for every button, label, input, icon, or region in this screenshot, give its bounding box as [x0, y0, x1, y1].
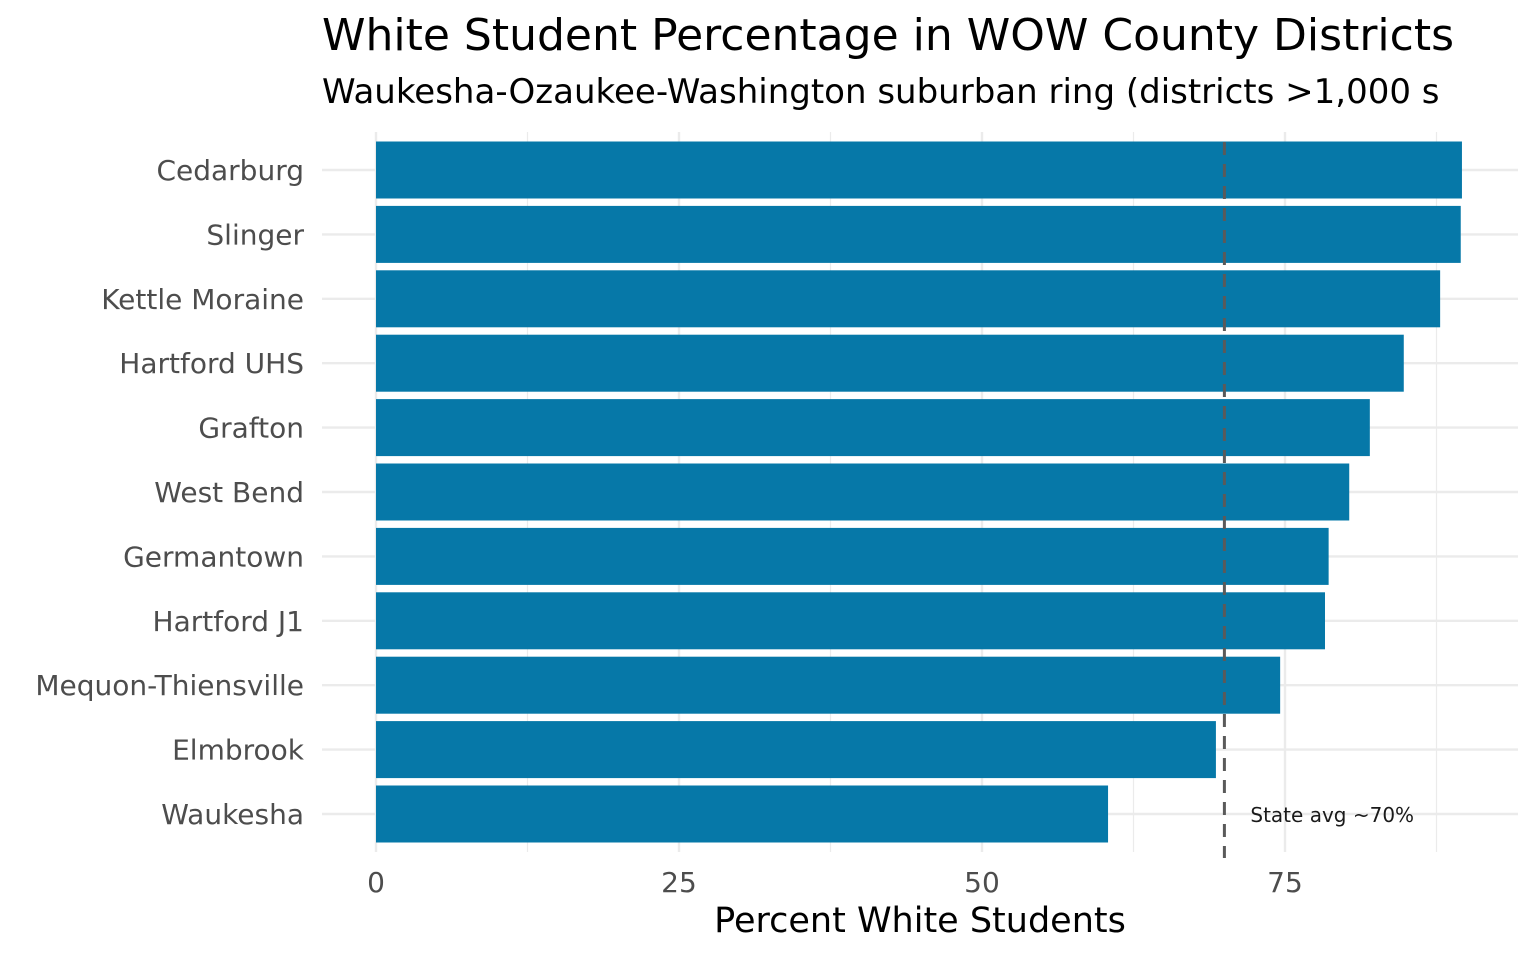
- bar-cedarburg: [376, 141, 1462, 199]
- bar-west-bend: [376, 463, 1350, 521]
- reference-line-label: State avg ~70%: [1250, 803, 1414, 827]
- y-tick-label: Waukesha: [161, 798, 304, 831]
- chart-subtitle: Waukesha-Ozaukee-Washington suburban rin…: [322, 72, 1440, 112]
- bar-waukesha: [376, 785, 1109, 843]
- y-tick-label: Germantown: [123, 540, 304, 573]
- y-tick-label: Mequon-Thiensville: [35, 669, 304, 702]
- y-tick-label: West Bend: [154, 476, 304, 509]
- y-tick-label: Slinger: [206, 218, 304, 251]
- y-tick-label: Grafton: [198, 412, 304, 445]
- x-tick-label: 25: [661, 866, 697, 899]
- bars: [376, 141, 1462, 843]
- x-tick-label: 50: [964, 866, 1000, 899]
- y-tick-label: Hartford UHS: [119, 347, 304, 380]
- y-tick-label: Elmbrook: [172, 734, 305, 767]
- chart-title: White Student Percentage in WOW County D…: [322, 10, 1455, 61]
- bar-kettle-moraine: [376, 270, 1441, 328]
- bar-germantown: [376, 527, 1329, 585]
- x-axis-labels: 0 25 50 75: [367, 866, 1303, 899]
- bar-mequon-thiensville: [376, 656, 1281, 714]
- x-tick-label: 75: [1267, 866, 1303, 899]
- y-tick-label: Hartford J1: [153, 605, 304, 638]
- reference-line-group: State avg ~70%: [1222, 142, 1414, 858]
- bar-elmbrook: [376, 721, 1216, 779]
- y-tick-label: Cedarburg: [156, 154, 304, 187]
- bar-hartford-j1: [376, 592, 1325, 650]
- y-tick-label: Kettle Moraine: [101, 283, 304, 316]
- y-axis-labels: Cedarburg Slinger Kettle Moraine Hartford U…: [35, 154, 304, 831]
- bar-hartford-uhs: [376, 334, 1404, 392]
- bar-slinger: [376, 205, 1461, 263]
- x-tick-label: 0: [367, 866, 385, 899]
- x-axis-title: Percent White Students: [714, 901, 1126, 941]
- bar-grafton: [376, 399, 1370, 457]
